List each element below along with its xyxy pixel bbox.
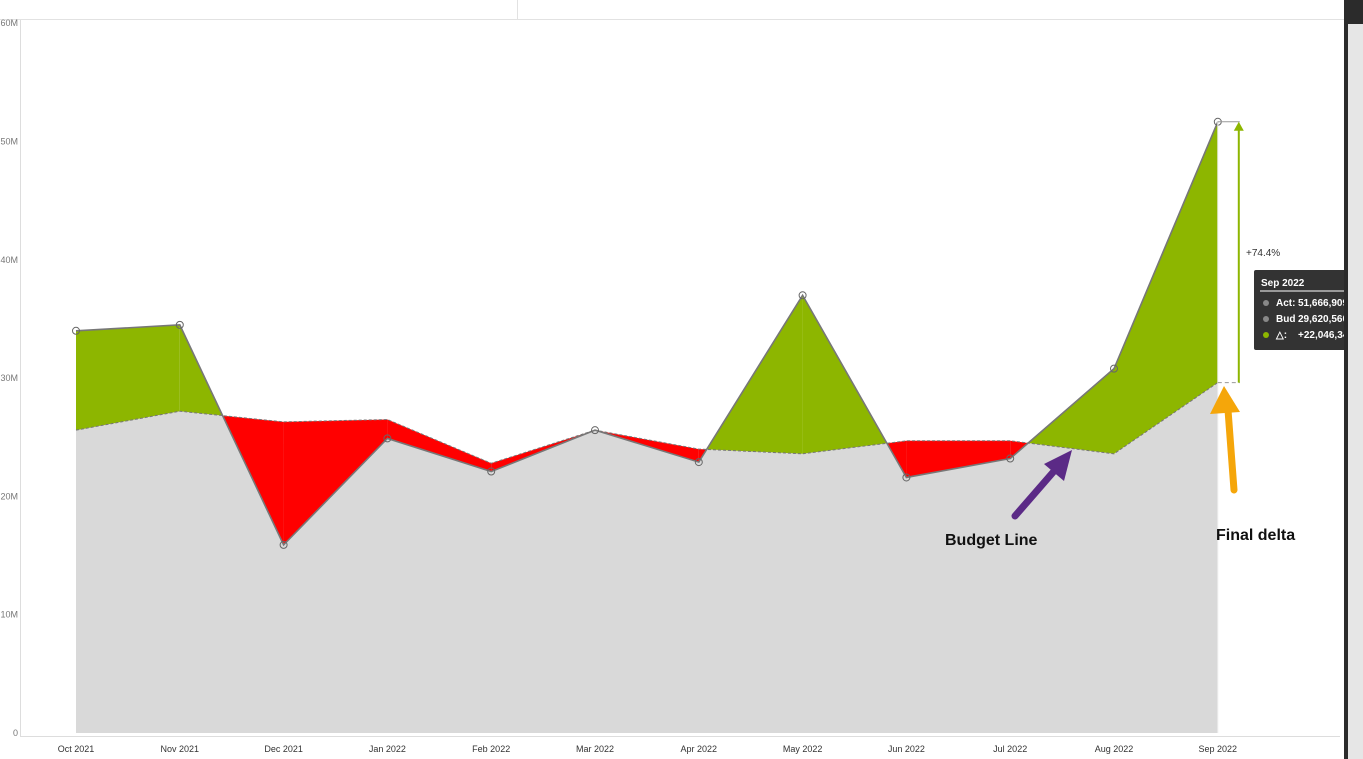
actual-point-Jul 2022 bbox=[1006, 454, 1015, 463]
tooltip-act-label: Act: bbox=[1276, 298, 1295, 309]
purple-arrow bbox=[1011, 450, 1072, 520]
actual-line bbox=[75, 121, 1219, 547]
delta-area-b-Jul 2022 bbox=[1028, 368, 1114, 454]
tooltip-title: Sep 2022 bbox=[1261, 278, 1305, 289]
tooltip-delta-label: △: bbox=[1275, 330, 1287, 341]
budget-line-annotation: Budget Line bbox=[945, 532, 1038, 549]
delta-arrow-head bbox=[1233, 121, 1244, 131]
top-bar bbox=[0, 0, 1344, 20]
x-tick-label: Feb 2022 bbox=[472, 744, 510, 754]
x-tick-label: Dec 2021 bbox=[264, 744, 303, 754]
actual-point-Jun 2022 bbox=[902, 473, 911, 482]
tooltip-dot-act bbox=[1263, 300, 1269, 306]
delta-indicator bbox=[1217, 121, 1244, 733]
actual-point-Oct 2021 bbox=[72, 326, 80, 335]
y-tick-label: 50M bbox=[0, 137, 18, 147]
y-tick-label: 20M bbox=[0, 491, 18, 501]
x-tick-label: Aug 2022 bbox=[1095, 744, 1134, 754]
tooltip-dot-bud bbox=[1263, 316, 1269, 322]
actual-point-Nov 2021 bbox=[175, 320, 184, 329]
x-axis-ticks: Oct 2021 Nov 2021 Dec 2021 Jan 2022 Feb 2022… bbox=[58, 744, 1237, 754]
y-tick-label: 10M bbox=[0, 610, 18, 620]
actual-point-Jan 2022 bbox=[383, 434, 392, 443]
annotations: Budget Line Final delta bbox=[945, 386, 1295, 549]
tooltip-bud-label: Bud bbox=[1276, 314, 1295, 325]
y-tick-label: 40M bbox=[0, 255, 18, 265]
actual-point-May 2022 bbox=[798, 291, 807, 300]
delta-area-Oct 2021 bbox=[76, 324, 180, 431]
final-delta-annotation: Final delta bbox=[1216, 527, 1295, 544]
tooltip-act-value: 51,666,909 bbox=[1298, 298, 1348, 309]
y-tick-label: 60M bbox=[0, 18, 18, 28]
delta-area-Dec 2021 bbox=[283, 419, 388, 545]
x-tick-label: Sep 2022 bbox=[1199, 744, 1238, 754]
orange-arrow bbox=[1210, 386, 1240, 494]
actual-point-Mar 2022 bbox=[591, 426, 599, 435]
delta-area-Jan 2022 bbox=[387, 419, 492, 472]
tooltip-bud-value: 29,620,560 bbox=[1298, 314, 1348, 325]
y-tick-label: 0 bbox=[13, 728, 18, 738]
tooltip-dot-delta bbox=[1263, 332, 1269, 338]
x-tick-label: Jan 2022 bbox=[369, 744, 406, 754]
delta-area-Aug 2022 bbox=[1114, 121, 1218, 454]
side-panel-edge bbox=[1344, 0, 1363, 759]
markers bbox=[72, 117, 1222, 549]
side-panel-strip bbox=[1348, 24, 1363, 759]
delta-percent-label: +74.4% bbox=[1246, 248, 1280, 259]
x-tick-label: May 2022 bbox=[783, 744, 823, 754]
delta-area-Jun 2022 bbox=[906, 440, 1011, 478]
actual-point-Dec 2021 bbox=[279, 540, 288, 549]
plot-frame bbox=[20, 20, 1340, 737]
actual-point-Aug 2022 bbox=[1110, 364, 1118, 373]
actual-point-Feb 2022 bbox=[487, 467, 496, 476]
x-tick-label: Jul 2022 bbox=[993, 744, 1027, 754]
tooltip: Sep 2022 Act: 51,666,909 Bud 29,620,560 … bbox=[1254, 270, 1363, 350]
x-tick-label: Mar 2022 bbox=[576, 744, 614, 754]
tooltip-background bbox=[1254, 270, 1363, 350]
x-tick-label: Nov 2021 bbox=[161, 744, 200, 754]
y-tick-label: 30M bbox=[0, 373, 18, 383]
lines bbox=[75, 121, 1219, 547]
x-tick-label: Oct 2021 bbox=[58, 744, 95, 754]
actual-point-Apr 2022 bbox=[694, 458, 703, 467]
tooltip-delta-value: +22,046,349 bbox=[1298, 330, 1354, 341]
x-tick-label: Apr 2022 bbox=[681, 744, 718, 754]
y-axis-ticks: 0 10M 20M 30M 40M 50M 60M bbox=[0, 18, 18, 738]
x-tick-label: Jun 2022 bbox=[888, 744, 925, 754]
delta-area-a-May 2022 bbox=[802, 295, 887, 454]
